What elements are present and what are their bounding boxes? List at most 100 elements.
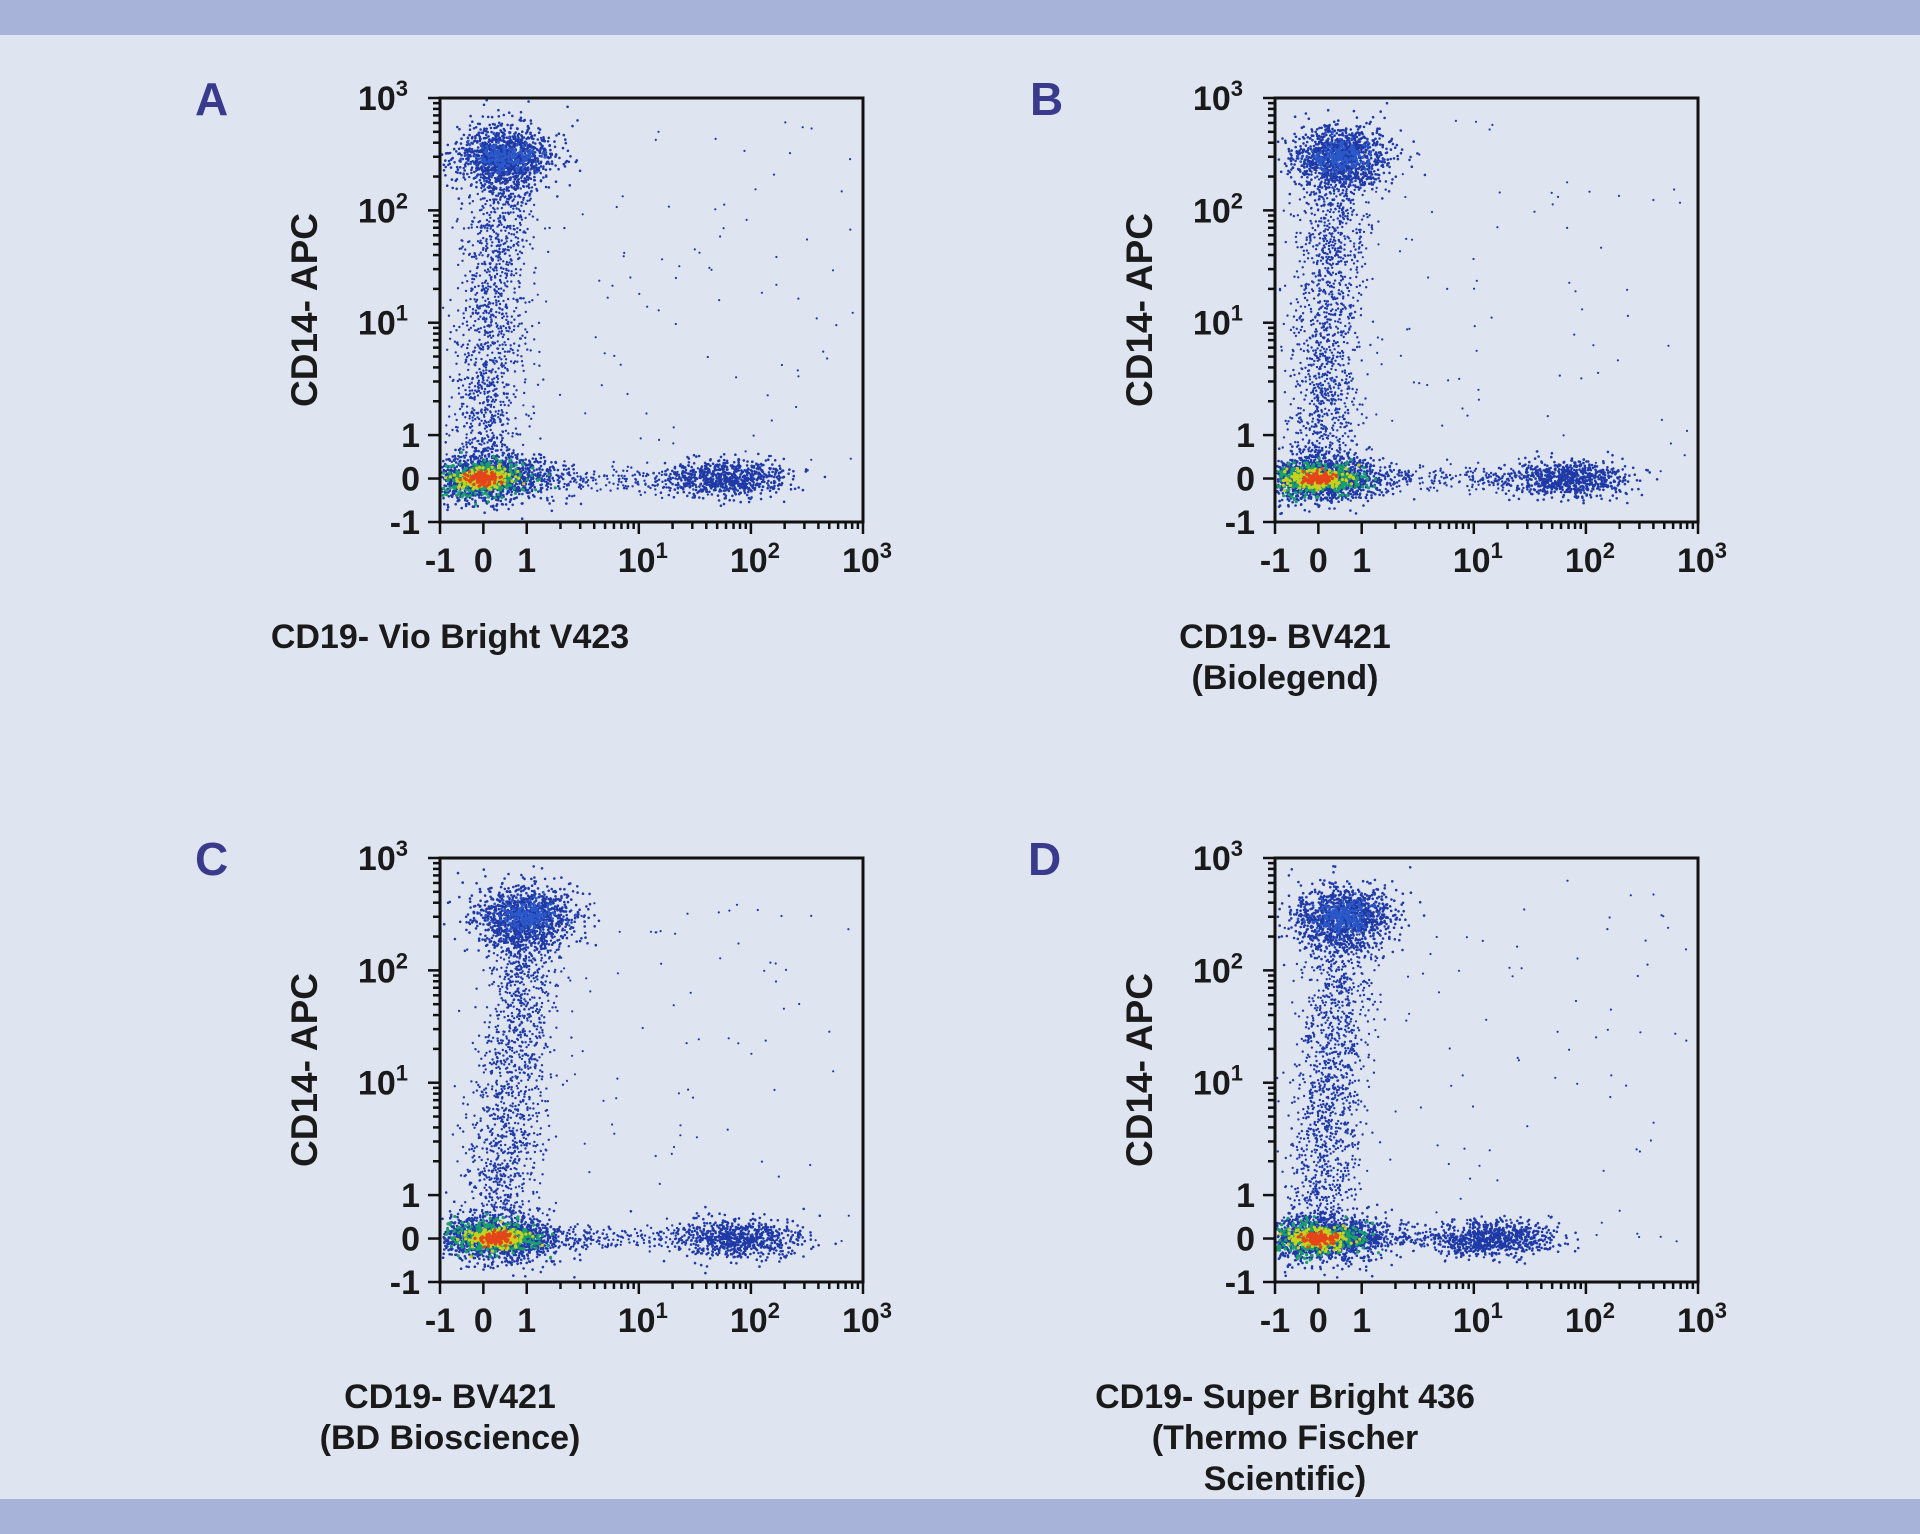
- data-point: [757, 467, 760, 471]
- data-point: [500, 239, 503, 242]
- data-point: [453, 161, 456, 164]
- data-point: [499, 281, 503, 284]
- data-point: [465, 436, 468, 440]
- data-point: [531, 299, 534, 302]
- data-point: [593, 470, 596, 473]
- data-point: [512, 233, 516, 236]
- data-point: [468, 175, 471, 179]
- data-point: [703, 461, 707, 465]
- data-point: [472, 127, 476, 130]
- data-point: [466, 136, 470, 139]
- data-point: [479, 409, 483, 413]
- data-point: [495, 194, 498, 197]
- data-point: [507, 232, 511, 235]
- data-point: [480, 387, 484, 390]
- data-point: [705, 480, 708, 484]
- data-point: [480, 453, 484, 457]
- data-point: [690, 465, 693, 469]
- data-point: [506, 123, 509, 127]
- data-point: [789, 483, 793, 487]
- data-point: [505, 263, 508, 266]
- data-point: [455, 165, 459, 169]
- data-point: [742, 459, 746, 462]
- data-point: [784, 121, 787, 124]
- data-point: [707, 463, 710, 466]
- data-point: [501, 271, 504, 274]
- data-point: [529, 168, 532, 171]
- data-point: [473, 398, 476, 401]
- data-point: [490, 176, 493, 179]
- data-point: [445, 432, 448, 436]
- data-point: [478, 139, 482, 143]
- data-point: [529, 190, 533, 193]
- data-point: [471, 200, 475, 203]
- data-point: [466, 346, 469, 350]
- data-point: [504, 429, 508, 432]
- data-point: [690, 481, 694, 485]
- data-point: [741, 475, 745, 479]
- data-point: [493, 508, 496, 511]
- data-point: [528, 470, 531, 474]
- data-point: [502, 315, 505, 318]
- data-point: [465, 299, 468, 302]
- data-point: [455, 150, 458, 153]
- data-point: [519, 274, 522, 277]
- data-point: [508, 254, 511, 257]
- data-point: [521, 492, 524, 496]
- data-point: [468, 202, 471, 205]
- data-point: [672, 495, 676, 499]
- data-point: [534, 457, 538, 461]
- data-point: [484, 411, 487, 414]
- data-point: [568, 184, 572, 187]
- data-point: [478, 442, 481, 446]
- data-point: [482, 129, 486, 132]
- data-point: [477, 284, 480, 288]
- data-point: [749, 497, 752, 501]
- data-point: [542, 137, 546, 141]
- data-point: [498, 136, 501, 139]
- data-point: [558, 156, 561, 160]
- data-point: [496, 225, 499, 228]
- data-point: [526, 169, 530, 172]
- data-point: [528, 491, 531, 494]
- data-point: [491, 137, 495, 140]
- data-point: [486, 156, 489, 159]
- data-point: [483, 333, 486, 337]
- data-point: [649, 486, 652, 490]
- data-point: [611, 465, 614, 468]
- data-point: [518, 228, 522, 232]
- data-point: [641, 474, 645, 478]
- data-point: [471, 120, 474, 123]
- data-point: [473, 409, 476, 412]
- data-point: [482, 363, 485, 366]
- data-point: [512, 449, 515, 452]
- data-point: [462, 316, 466, 320]
- data-point: [458, 127, 461, 131]
- data-point: [494, 179, 498, 182]
- data-point: [722, 458, 726, 462]
- data-point: [526, 178, 530, 181]
- data-point: [539, 496, 543, 500]
- data-point: [644, 482, 647, 485]
- data-point: [737, 492, 741, 496]
- data-point: [669, 477, 672, 480]
- data-point: [514, 188, 517, 191]
- data-point: [460, 396, 463, 399]
- data-point: [483, 387, 487, 391]
- data-point: [474, 319, 477, 323]
- data-point: [767, 479, 770, 483]
- data-point: [826, 357, 829, 360]
- data-point: [446, 508, 449, 512]
- data-point: [482, 224, 485, 228]
- data-point: [515, 389, 518, 392]
- data-point: [447, 314, 451, 317]
- data-point: [479, 327, 482, 330]
- data-point: [549, 148, 552, 152]
- data-point: [721, 468, 725, 472]
- data-point: [497, 333, 500, 336]
- data-point: [459, 207, 463, 210]
- data-point: [500, 445, 504, 448]
- data-point: [664, 479, 667, 482]
- data-point: [502, 225, 506, 229]
- data-point: [493, 295, 497, 298]
